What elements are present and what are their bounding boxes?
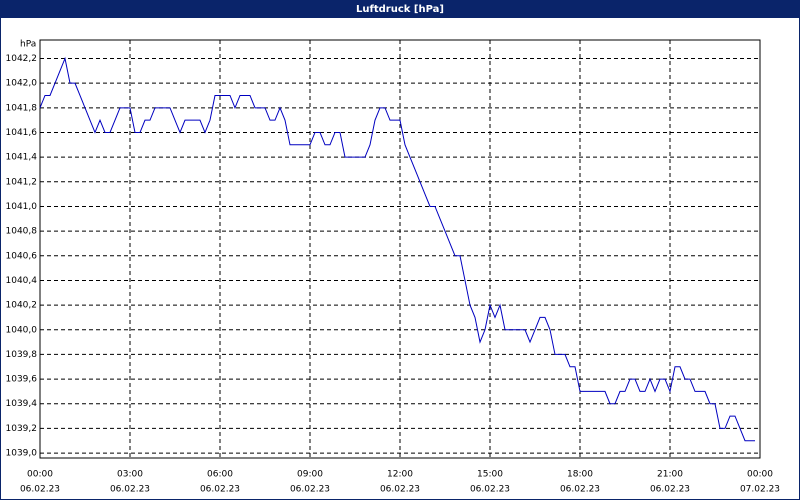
y-tick-label: 1039,0 xyxy=(6,449,38,459)
x-tick-label: 21:00 xyxy=(657,470,683,480)
plot-area xyxy=(39,39,761,459)
x-tick-sublabel: 06.02.23 xyxy=(110,485,150,495)
x-tick-label: 12:00 xyxy=(387,470,413,480)
y-tick-label: 1039,8 xyxy=(6,350,38,360)
y-tick-label: 1042,2 xyxy=(6,54,38,64)
chart-title: Luftdruck [hPa] xyxy=(356,4,444,15)
x-tick-label: 03:00 xyxy=(117,470,143,480)
y-tick-label: 1039,2 xyxy=(6,424,38,434)
y-tick-label: 1040,2 xyxy=(6,301,38,311)
data-line xyxy=(39,56,755,442)
x-tick-sublabel: 06.02.23 xyxy=(200,485,240,495)
y-tick-label: 1040,0 xyxy=(6,325,38,335)
y-tick-label: 1041,6 xyxy=(6,128,38,138)
x-tick-label: 15:00 xyxy=(477,470,503,480)
x-tick-sublabel: 06.02.23 xyxy=(560,485,600,495)
x-tick-sublabel: 06.02.23 xyxy=(290,485,330,495)
y-tick-label: 1040,6 xyxy=(6,251,38,261)
x-tick-sublabel: 07.02.23 xyxy=(740,485,780,495)
y-tick-label: 1041,8 xyxy=(6,103,38,113)
y-tick-label: 1041,2 xyxy=(6,177,38,187)
x-tick-sublabel: 06.02.23 xyxy=(20,485,60,495)
y-tick-label: 1042,0 xyxy=(6,79,38,89)
y-tick-label: 1041,0 xyxy=(6,202,38,212)
title-bar xyxy=(0,0,800,18)
x-tick-label: 00:00 xyxy=(27,470,53,480)
x-tick-sublabel: 06.02.23 xyxy=(470,485,510,495)
y-axis-label: hPa xyxy=(20,40,36,50)
y-tick-label: 1039,6 xyxy=(6,375,38,385)
x-tick-label: 00:00 xyxy=(747,470,773,480)
x-tick-sublabel: 06.02.23 xyxy=(380,485,420,495)
x-tick-label: 09:00 xyxy=(297,470,323,480)
y-tick-label: 1040,4 xyxy=(6,276,38,286)
y-tick-label: 1039,4 xyxy=(6,399,38,409)
x-tick-label: 18:00 xyxy=(567,470,593,480)
y-tick-label: 1041,4 xyxy=(6,153,38,163)
x-tick-label: 06:00 xyxy=(207,470,233,480)
y-tick-label: 1040,8 xyxy=(6,227,38,237)
x-tick-sublabel: 06.02.23 xyxy=(650,485,690,495)
